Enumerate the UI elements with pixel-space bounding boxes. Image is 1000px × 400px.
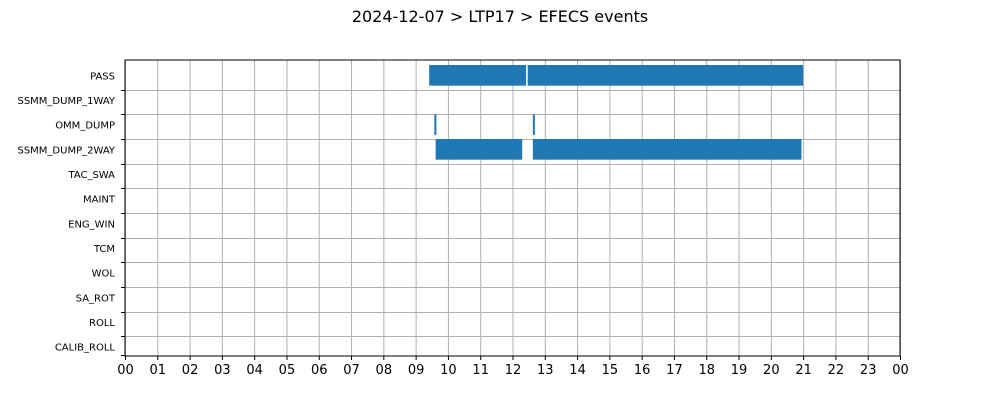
x-tick-label: 03 — [214, 363, 231, 378]
x-tick-label: 09 — [408, 363, 425, 378]
y-tick-label: WOL — [92, 269, 116, 280]
x-tick-label: 06 — [311, 363, 328, 378]
y-tick-label: OMM_DUMP — [55, 121, 115, 132]
y-tick-label: SSMM_DUMP_2WAY — [17, 145, 115, 156]
x-tick-label: 08 — [376, 363, 393, 378]
x-tick-label: 12 — [505, 363, 522, 378]
grid-layer — [125, 60, 901, 356]
x-tick-label: 23 — [860, 363, 877, 378]
chart-title: 2024-12-07 > LTP17 > EFECS events — [352, 7, 648, 26]
event-bar-pass — [527, 65, 804, 86]
y-tick-label: SSMM_DUMP_1WAY — [17, 96, 115, 107]
y-tick-label: ENG_WIN — [68, 219, 115, 230]
x-tick-label: 18 — [698, 363, 715, 378]
bar-layer — [429, 65, 804, 160]
x-tick-label: 05 — [279, 363, 296, 378]
y-tick-label: TAC_SWA — [67, 170, 115, 181]
event-bar-omm-dump — [532, 114, 535, 135]
x-tick-label: 14 — [569, 363, 586, 378]
event-bar-ssmm-dump-2way — [532, 139, 802, 160]
x-tick-label: 00 — [117, 363, 134, 378]
y-tick-label: PASS — [90, 71, 115, 82]
y-axis: PASS SSMM_DUMP_1WAY OMM_DUMP SSMM_DUMP_2WAY… — [17, 71, 125, 356]
event-bar-ssmm-dump-2way — [435, 139, 523, 160]
x-tick-label: 04 — [246, 363, 263, 378]
x-tick-label: 19 — [731, 363, 748, 378]
y-tick-label: SA_ROT — [76, 293, 116, 304]
y-tick-label: MAINT — [83, 195, 116, 206]
x-tick-label: 15 — [602, 363, 619, 378]
y-tick-label: ROLL — [89, 318, 115, 329]
x-tick-label: 17 — [666, 363, 683, 378]
x-tick-label: 16 — [634, 363, 651, 378]
x-tick-label: 01 — [150, 363, 167, 378]
x-tick-label: 00 — [892, 363, 909, 378]
x-tick-label: 21 — [795, 363, 812, 378]
x-tick-label: 02 — [182, 363, 199, 378]
event-bar-pass — [429, 65, 527, 86]
y-tick-label: CALIB_ROLL — [55, 343, 116, 354]
x-tick-label: 10 — [440, 363, 457, 378]
x-tick-label: 11 — [472, 363, 489, 378]
event-bar-omm-dump — [434, 114, 437, 135]
x-tick-label: 22 — [828, 363, 845, 378]
x-axis: 00 01 02 03 04 05 06 07 08 09 10 11 12 13 14 15 16 17 18 19… — [117, 356, 909, 378]
x-tick-label: 13 — [537, 363, 554, 378]
y-tick-label: TCM — [93, 244, 115, 255]
x-tick-label: 20 — [763, 363, 780, 378]
x-tick-label: 07 — [343, 363, 360, 378]
